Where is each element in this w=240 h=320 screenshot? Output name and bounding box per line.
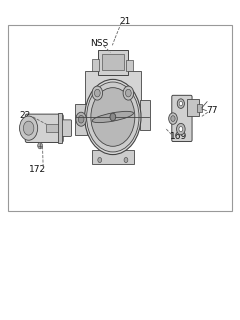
FancyBboxPatch shape — [98, 50, 128, 75]
Circle shape — [23, 121, 34, 135]
Circle shape — [38, 142, 42, 149]
Circle shape — [126, 89, 131, 97]
FancyBboxPatch shape — [25, 114, 63, 142]
Circle shape — [95, 89, 100, 97]
Circle shape — [78, 116, 84, 123]
Circle shape — [92, 86, 102, 100]
Text: NSS: NSS — [90, 39, 109, 48]
Circle shape — [85, 79, 141, 155]
Circle shape — [98, 157, 102, 163]
Text: 77: 77 — [206, 106, 218, 115]
Circle shape — [177, 99, 184, 108]
Text: 21: 21 — [119, 17, 131, 26]
FancyBboxPatch shape — [58, 114, 62, 143]
Text: 22: 22 — [19, 111, 30, 120]
FancyBboxPatch shape — [126, 60, 133, 71]
FancyBboxPatch shape — [187, 99, 199, 116]
Circle shape — [169, 113, 177, 124]
Circle shape — [76, 112, 86, 126]
Circle shape — [179, 101, 182, 106]
Circle shape — [123, 86, 134, 100]
Circle shape — [177, 123, 185, 135]
FancyBboxPatch shape — [92, 59, 99, 71]
Circle shape — [171, 116, 175, 122]
Circle shape — [124, 157, 128, 163]
FancyBboxPatch shape — [140, 100, 150, 130]
Circle shape — [91, 88, 135, 146]
FancyBboxPatch shape — [46, 124, 59, 132]
Ellipse shape — [92, 111, 133, 123]
FancyBboxPatch shape — [75, 104, 87, 135]
Circle shape — [110, 113, 116, 121]
Circle shape — [19, 116, 38, 140]
Text: 172: 172 — [29, 165, 46, 174]
FancyBboxPatch shape — [197, 104, 202, 112]
FancyBboxPatch shape — [85, 71, 141, 110]
Circle shape — [87, 82, 139, 152]
FancyBboxPatch shape — [102, 53, 124, 70]
FancyBboxPatch shape — [172, 95, 192, 141]
FancyBboxPatch shape — [92, 150, 134, 164]
Text: 169: 169 — [170, 132, 187, 140]
Circle shape — [179, 126, 183, 132]
FancyBboxPatch shape — [60, 120, 72, 136]
